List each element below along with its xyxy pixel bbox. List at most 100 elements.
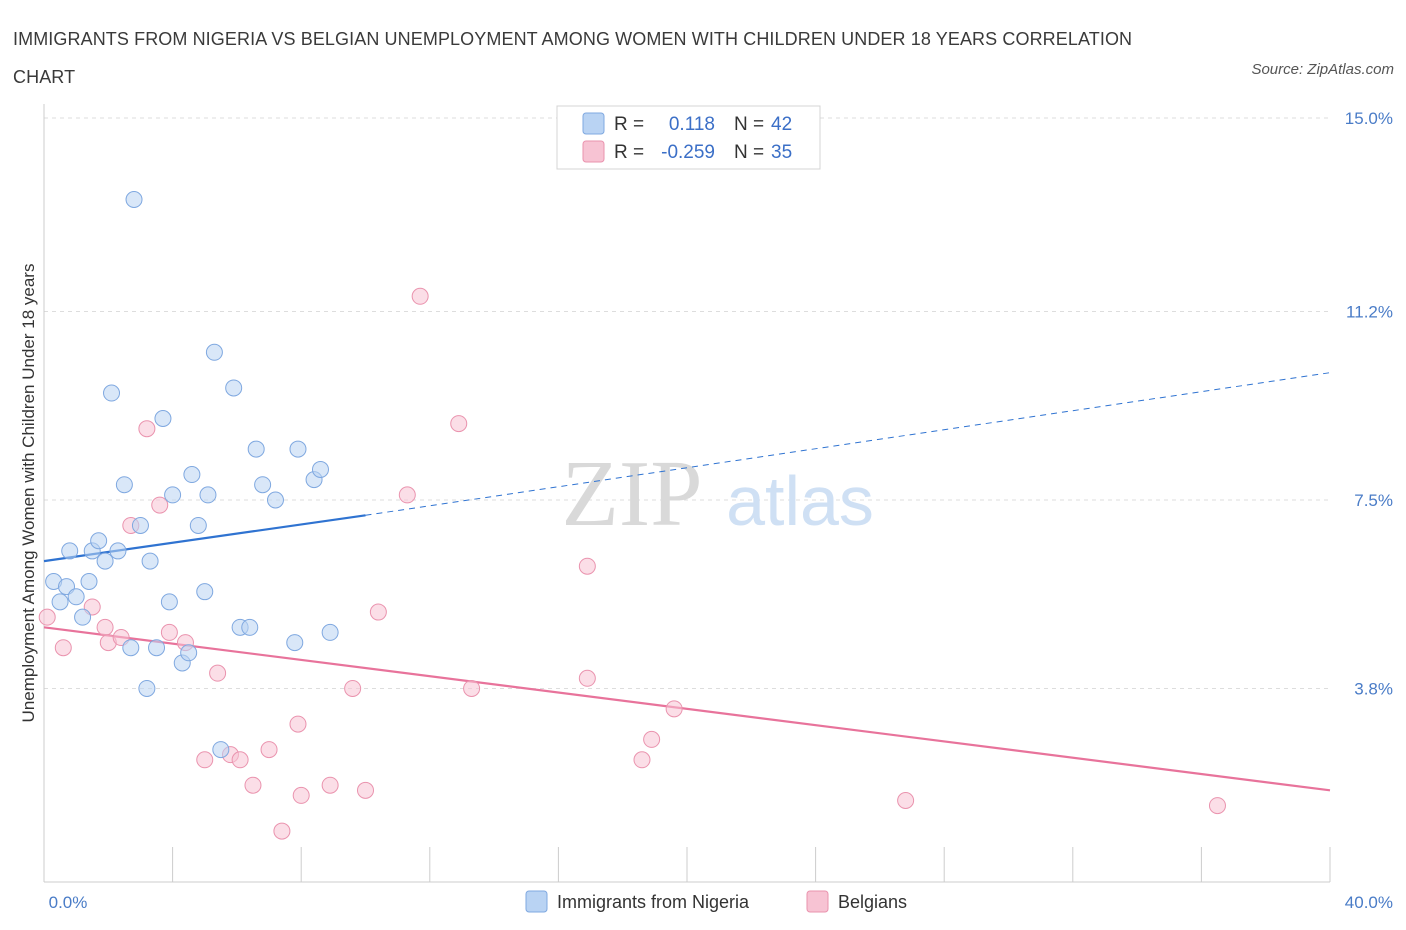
- point-belgians: [411, 287, 429, 305]
- legend-r-value-1: 0.118: [669, 114, 715, 135]
- stats-legend: R = 0.118 N = 42 R = -0.259 N = 35: [556, 105, 821, 170]
- point-nigeria: [51, 593, 69, 611]
- data-points: [38, 190, 1226, 840]
- x-tick-label: 0.0%: [49, 893, 88, 912]
- point-nigeria: [189, 516, 207, 534]
- point-belgians: [260, 741, 278, 759]
- y-tick-label: 3.8%: [1354, 679, 1393, 698]
- point-nigeria: [148, 639, 166, 657]
- point-belgians: [897, 792, 915, 810]
- point-nigeria: [311, 460, 329, 478]
- point-nigeria: [212, 741, 230, 759]
- point-nigeria: [138, 679, 156, 697]
- point-nigeria: [141, 552, 159, 570]
- series-label-belgians: Belgians: [838, 892, 907, 912]
- trend-line-belgians: [43, 626, 1331, 792]
- grid-lines: [44, 117, 1330, 689]
- chart-title: IMMIGRANTS FROM NIGERIA VS BELGIAN UNEMP…: [13, 29, 1133, 87]
- y-tick-label: 15.0%: [1345, 109, 1393, 128]
- series-legend: Immigrants from Nigeria Belgians: [525, 890, 907, 913]
- axes: [43, 104, 1331, 883]
- legend-r-value-2: -0.259: [661, 142, 715, 163]
- point-nigeria: [74, 608, 92, 626]
- point-belgians: [450, 415, 468, 433]
- point-nigeria: [180, 644, 198, 662]
- point-belgians: [292, 786, 310, 804]
- legend-n-value-2: 35: [771, 142, 792, 163]
- point-nigeria: [122, 639, 140, 657]
- point-belgians: [244, 776, 262, 794]
- point-belgians: [96, 618, 114, 636]
- point-nigeria: [286, 634, 304, 652]
- point-belgians: [138, 420, 156, 438]
- point-nigeria: [321, 623, 339, 641]
- point-belgians: [357, 781, 374, 799]
- legend-n-value-1: 42: [771, 114, 792, 135]
- point-nigeria: [131, 516, 149, 534]
- point-nigeria: [225, 379, 243, 397]
- point-belgians: [321, 776, 339, 794]
- point-belgians: [209, 664, 227, 682]
- legend-n-label-1: N =: [734, 114, 764, 135]
- point-belgians: [1208, 797, 1226, 815]
- point-belgians: [369, 603, 387, 621]
- point-belgians: [578, 669, 596, 687]
- y-tick-label: 7.5%: [1354, 491, 1393, 510]
- point-belgians: [463, 679, 481, 697]
- point-belgians: [196, 751, 214, 769]
- y-tick-label: 11.2%: [1346, 303, 1393, 322]
- point-belgians: [665, 700, 683, 718]
- point-nigeria: [199, 486, 217, 504]
- series-swatch-belgians: [806, 890, 829, 913]
- point-belgians: [643, 730, 661, 748]
- legend-n-label-2: N =: [734, 142, 764, 163]
- point-belgians: [160, 623, 178, 641]
- point-nigeria: [109, 542, 127, 560]
- legend-r-label-2: R =: [614, 142, 644, 163]
- point-nigeria: [96, 552, 114, 570]
- legend-swatch-pink: [582, 140, 605, 163]
- point-belgians: [231, 751, 249, 769]
- watermark: ZIP atlas: [562, 442, 874, 546]
- point-nigeria: [90, 532, 108, 550]
- point-nigeria: [125, 190, 143, 208]
- point-nigeria: [241, 618, 259, 636]
- point-belgians: [578, 557, 596, 575]
- point-belgians: [289, 715, 307, 733]
- point-nigeria: [164, 486, 182, 504]
- tick-labels: 3.8% 7.5% 11.2% 15.0% 0.0% 40.0%: [49, 109, 1393, 912]
- point-nigeria: [266, 491, 284, 509]
- point-nigeria: [67, 588, 85, 606]
- watermark-zip: ZIP: [562, 442, 703, 546]
- point-belgians: [398, 486, 416, 504]
- point-belgians: [54, 639, 72, 657]
- point-nigeria: [247, 440, 265, 458]
- legend-swatch-blue: [582, 112, 605, 135]
- legend-r-label-1: R =: [614, 114, 644, 135]
- point-nigeria: [80, 572, 98, 590]
- series-swatch-nigeria: [525, 890, 548, 913]
- series-label-nigeria: Immigrants from Nigeria: [557, 892, 750, 912]
- point-nigeria: [154, 410, 172, 428]
- watermark-atlas: atlas: [726, 462, 874, 540]
- point-belgians: [151, 496, 169, 514]
- point-nigeria: [61, 542, 79, 560]
- x-tick-label: 40.0%: [1345, 893, 1393, 912]
- point-nigeria: [205, 343, 223, 361]
- y-axis-title: Unemployment Among Women with Children U…: [19, 264, 38, 723]
- point-belgians: [273, 822, 291, 840]
- trend-line-nigeria-projection: [365, 372, 1331, 516]
- point-belgians: [38, 608, 56, 626]
- point-nigeria: [289, 440, 307, 458]
- point-nigeria: [183, 466, 201, 484]
- point-nigeria: [115, 476, 133, 494]
- point-belgians: [344, 679, 362, 697]
- trend-lines: [43, 372, 1331, 792]
- point-nigeria: [160, 593, 178, 611]
- point-nigeria: [254, 476, 272, 494]
- point-nigeria: [196, 583, 214, 601]
- point-belgians: [633, 751, 651, 769]
- source-label: Source: ZipAtlas.com: [1251, 61, 1394, 78]
- point-nigeria: [103, 384, 121, 402]
